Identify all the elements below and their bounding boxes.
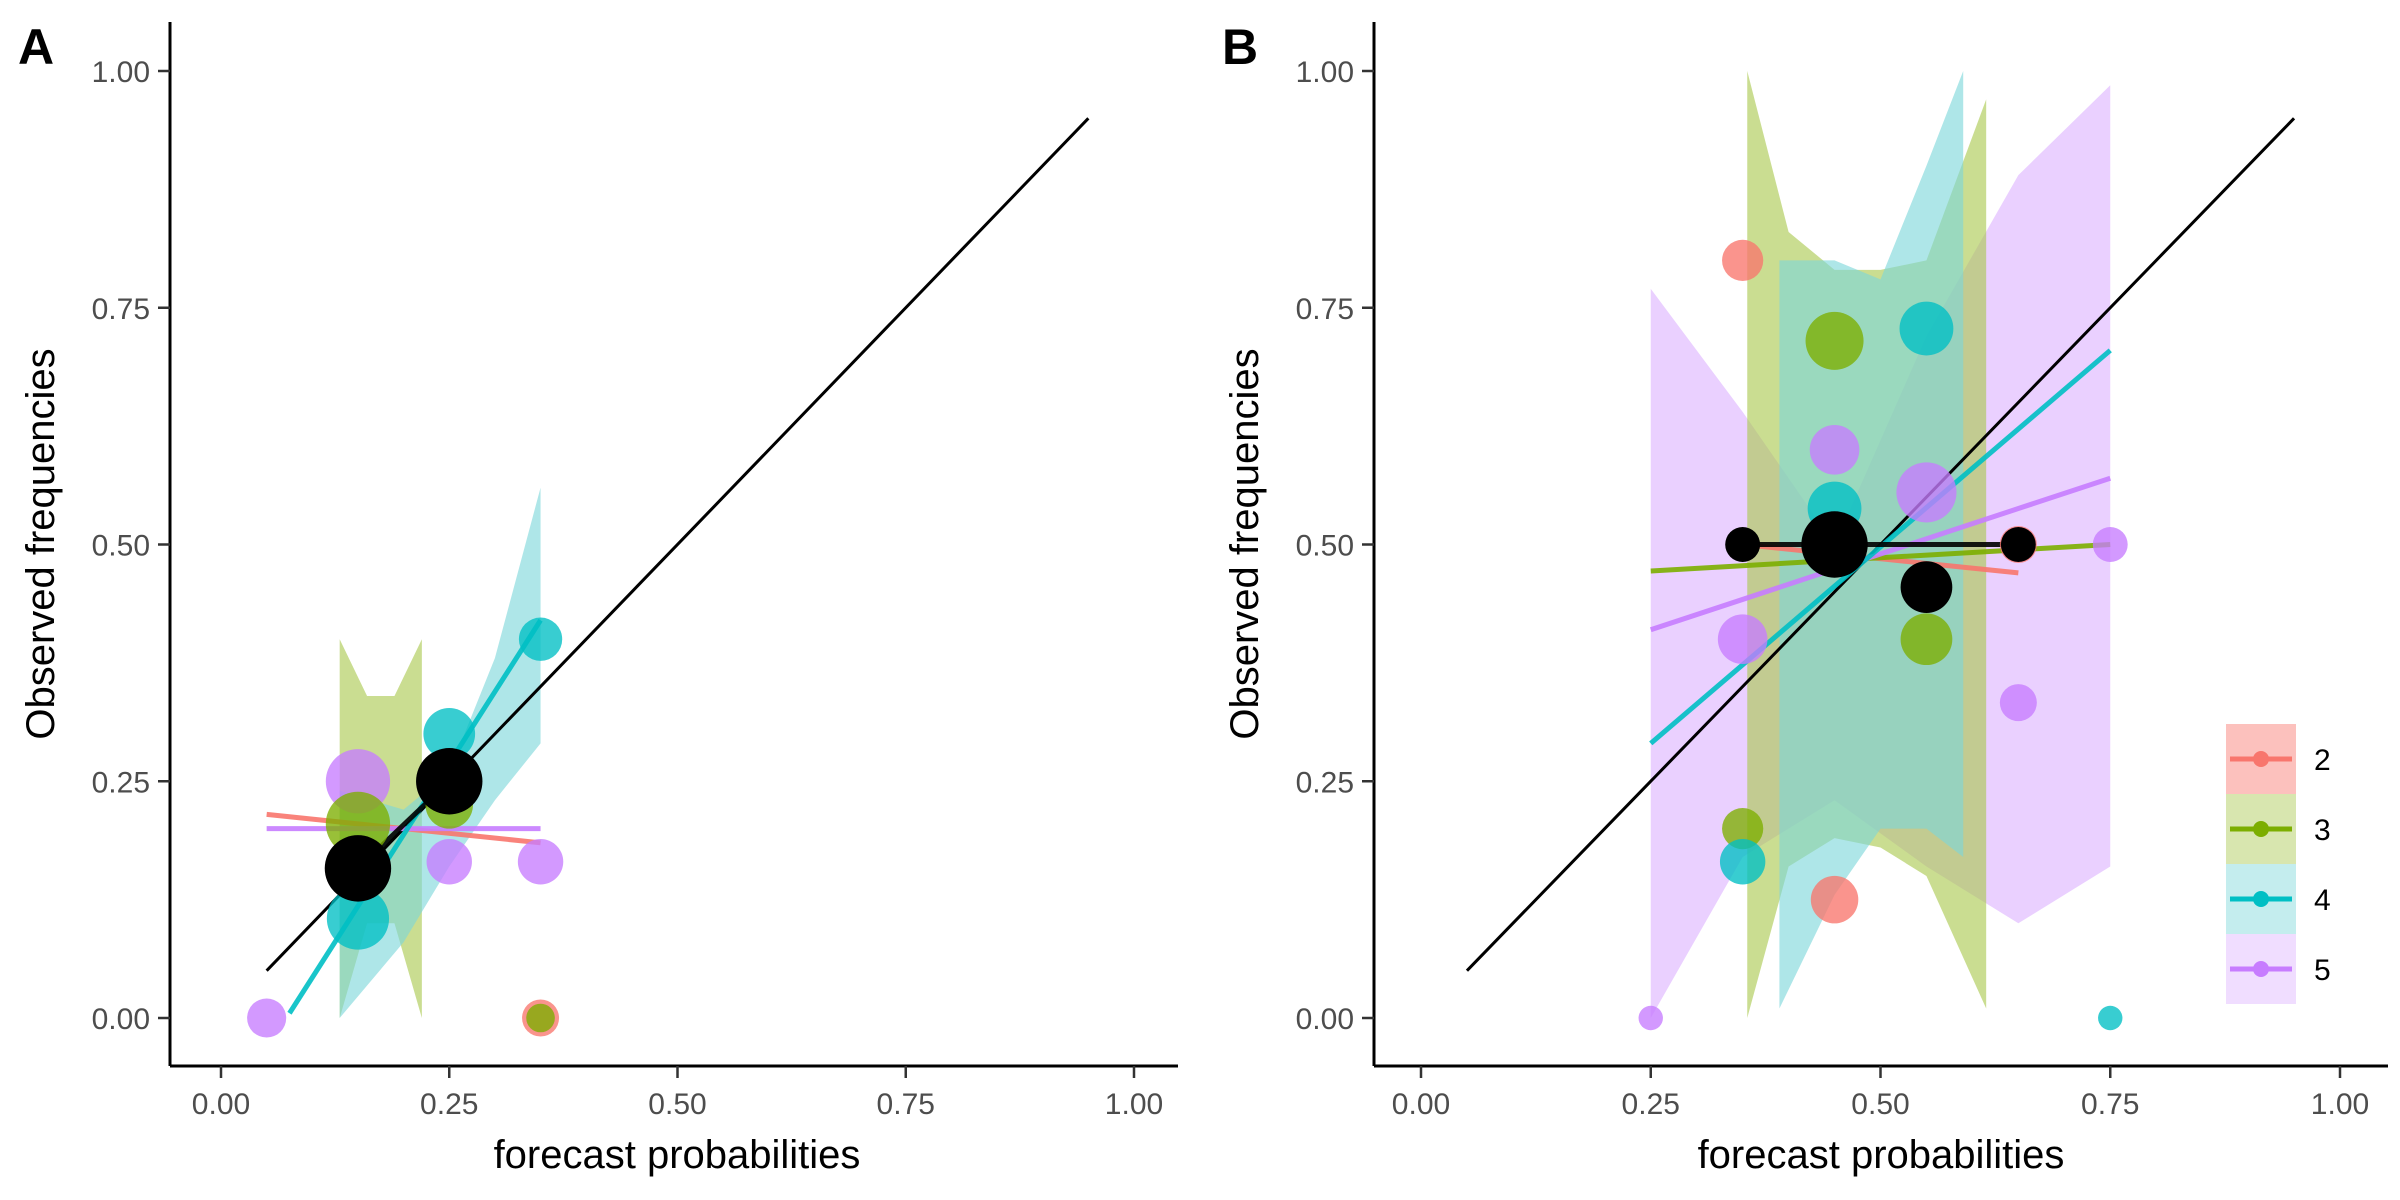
panel-b-point-series-4-2 [1900,302,1954,356]
panel-b-y-tick-label-2: 0.50 [1296,530,1354,563]
panel-b-point-series-5-12 [2093,527,2128,562]
legend-key-point-5 [2253,961,2269,977]
panel-b-point-series-5-7 [1718,614,1768,664]
panel-a-y-tick-label-3: 0.75 [92,293,150,326]
panel-b-point-series-4-9 [1720,839,1765,884]
panel-a-point-series-4-9 [519,618,562,661]
panel-tag-a: A [18,19,54,75]
panel-a-x-tick-label-4: 1.00 [1105,1088,1163,1121]
panel-a-x-tick-label-1: 0.25 [420,1088,478,1121]
panel-a-point-series-overall-12 [416,748,482,814]
panel-b-x-tick-label-1: 0.25 [1622,1088,1680,1121]
panel-b-point-series-overall-17 [1801,511,1867,577]
panel-b-point-series-overall-19 [2001,527,2036,562]
panel-a-x-tick-label-3: 0.75 [877,1088,935,1121]
panel-tag-b: B [1222,19,1258,75]
panel-a-y-tick-label-2: 0.50 [92,530,150,563]
panel-b-y-tick-label-4: 1.00 [1296,56,1354,89]
panel-b-point-series-2-0 [1722,240,1763,281]
panel-b-x-tick-label-4: 1.00 [2311,1088,2369,1121]
panel-b-y-tick-label-1: 0.25 [1296,766,1354,799]
panel-b-x-tick-label-2: 0.50 [1851,1088,1909,1121]
panel-a-point-series-5-10 [518,839,563,884]
panel-a-point-series-overall-11 [325,835,391,901]
legend-key-point-2 [2253,751,2269,767]
legend-label-4: 4 [2314,884,2331,917]
panel-b-point-series-5-14 [1639,1006,1663,1030]
panel-a-x-tick-label-2: 0.50 [648,1088,706,1121]
panel-b-point-series-3-6 [1901,613,1953,665]
panel-a-x-axis-title: forecast probabilities [494,1133,861,1177]
legend-label-2: 2 [2314,744,2331,777]
panel-b-x-tick-label-0: 0.00 [1392,1088,1450,1121]
panel-a-y-axis-title: Observed frequencies [19,348,63,739]
legend-key-point-3 [2253,821,2269,837]
panel-a-x-tick-label-0: 0.00 [192,1088,250,1121]
panel-b-point-series-3-1 [1806,312,1864,370]
panel-a-y-tick-label-1: 0.25 [92,766,150,799]
panel-a-y-tick-label-0: 0.00 [92,1003,150,1036]
panel-b-point-series-5-4 [1896,462,1956,522]
panel-b-point-series-2-10 [1811,876,1859,924]
panel-a-point-series-5-0 [247,998,286,1037]
panel-a-y-tick-label-4: 1.00 [92,56,150,89]
legend-label-3: 3 [2314,814,2331,847]
panel-b-x-axis-title: forecast probabilities [1698,1133,2065,1177]
panel-b-y-tick-label-0: 0.00 [1296,1003,1354,1036]
panel-b-point-series-overall-18 [1901,561,1953,613]
legend-label-5: 5 [2314,954,2331,987]
legend-key-point-4 [2253,891,2269,907]
panel-b-y-tick-label-3: 0.75 [1296,293,1354,326]
panel-b-x-tick-label-3: 0.75 [2081,1088,2139,1121]
panel-a-point-series-3-2 [526,1004,555,1033]
panel-b-point-series-5-3 [1810,425,1860,475]
panel-b-point-series-overall-16 [1725,527,1760,562]
panel-b-y-axis-title: Observed frequencies [1223,348,1267,739]
panel-a-point-series-5-8 [427,839,472,884]
panel-b-point-series-5-11 [2000,684,2037,721]
panel-b-point-series-4-15 [2098,1006,2122,1030]
